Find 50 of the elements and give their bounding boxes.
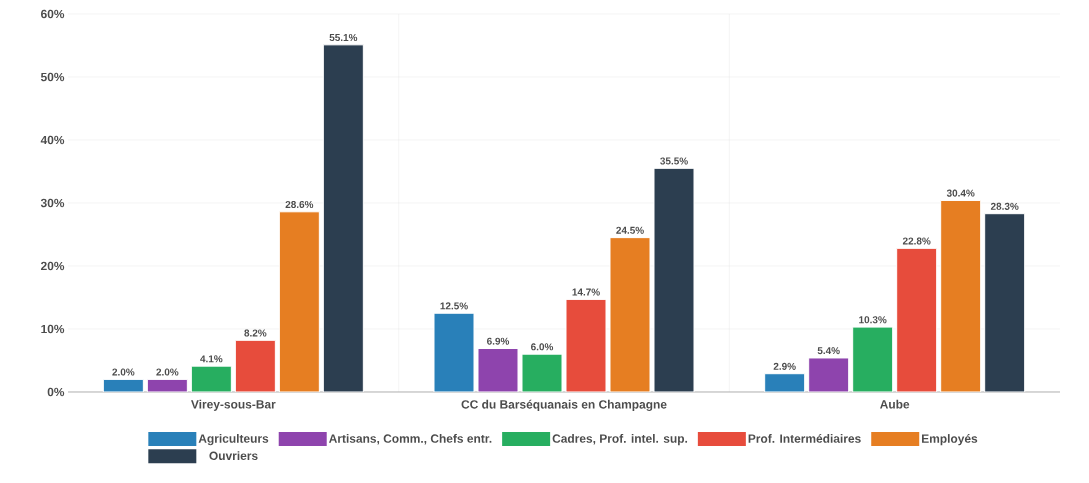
- bar: [477, 348, 519, 392]
- data-label: 8.2%: [244, 329, 267, 337]
- y-tick-label: 50%: [40, 72, 65, 82]
- x-tick-label: CC du Barséquanais en Champagne: [461, 399, 667, 412]
- y-tick-label: 10%: [41, 324, 65, 334]
- bar: [565, 298, 607, 392]
- bar: [234, 339, 276, 392]
- data-label: 4.1%: [200, 355, 223, 363]
- data-label: 6.9%: [487, 337, 510, 345]
- y-tick-label: 0%: [47, 387, 65, 397]
- x-tick-label: Virey-sous-Bar: [191, 399, 276, 411]
- data-label: 6.0%: [531, 343, 554, 351]
- data-label: 14.7%: [572, 288, 600, 296]
- bar: [852, 326, 894, 392]
- bar: [278, 211, 320, 392]
- bar: [653, 167, 695, 392]
- data-label: 30.4%: [946, 189, 975, 197]
- legend-label: Agriculteurs: [198, 434, 269, 446]
- data-label: 12.5%: [440, 302, 468, 310]
- data-label: 55.1%: [329, 34, 358, 42]
- bar: [764, 373, 806, 392]
- legend-label: Ouvriers: [209, 451, 258, 460]
- data-label: 10.3%: [859, 316, 887, 324]
- data-label: 2.0%: [156, 368, 179, 376]
- data-label: 2.0%: [112, 368, 135, 376]
- legend-label: Prof. Intermédiaires: [748, 433, 861, 443]
- data-label: 2.9%: [773, 362, 796, 370]
- legend-label: Employés: [922, 433, 978, 446]
- y-tick-label: 20%: [40, 261, 65, 271]
- y-tick-label: 30%: [40, 198, 65, 208]
- bar: [609, 237, 651, 392]
- data-label: 5.4%: [817, 347, 840, 355]
- bar: [808, 357, 850, 392]
- x-tick-label: Aube: [880, 399, 910, 409]
- bar: [521, 353, 563, 392]
- bar: [433, 312, 475, 392]
- data-label: 24.5%: [616, 226, 644, 234]
- y-tick-label: 60%: [41, 9, 65, 19]
- bar: [896, 247, 938, 392]
- bar: [190, 365, 232, 392]
- bar: [940, 199, 982, 392]
- y-tick-label: 40%: [40, 135, 65, 145]
- bar: [322, 44, 364, 392]
- legend-label: Cadres, Prof. intel. sup.: [552, 434, 688, 446]
- data-label: 22.8%: [902, 237, 931, 245]
- data-label: 35.5%: [660, 157, 688, 165]
- bar: [984, 213, 1026, 392]
- data-label: 28.3%: [990, 202, 1019, 210]
- data-label: 28.6%: [285, 200, 314, 208]
- legend-label: Artisans, Comm., Chefs entr.: [329, 434, 492, 445]
